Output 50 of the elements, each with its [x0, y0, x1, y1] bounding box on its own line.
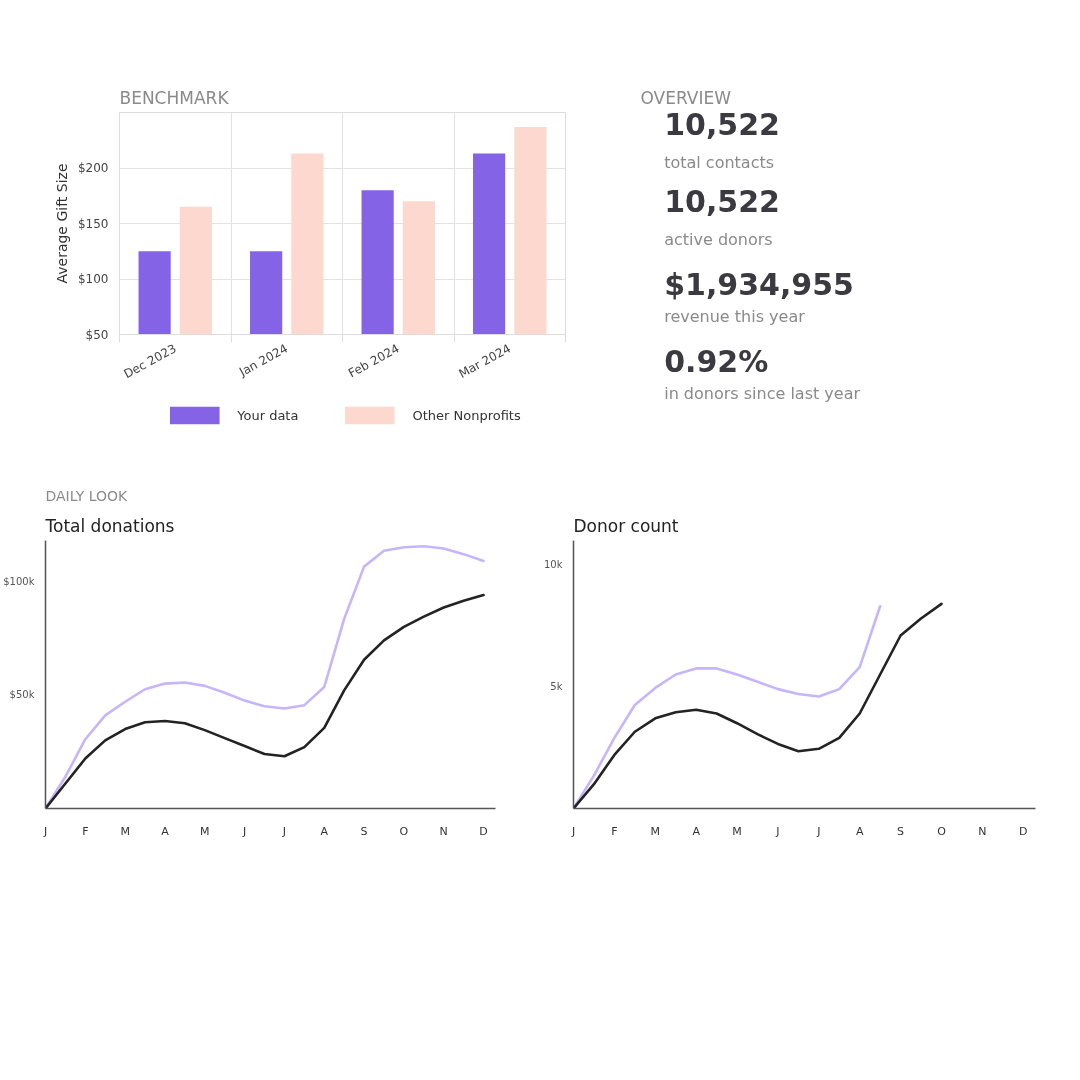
- text: in donors since last year: [664, 383, 861, 403]
- y-tick-label: 10k: [543, 559, 563, 571]
- x-tick-label: M: [200, 824, 210, 838]
- y-tick-label: $200: [77, 161, 109, 175]
- x-tick-label: A: [692, 824, 701, 838]
- x-tick-label: N: [978, 824, 987, 838]
- text: revenue this year: [664, 306, 806, 326]
- text: OVERVIEW: [640, 87, 732, 108]
- chart-title: BENCHMARK: [119, 87, 230, 108]
- x-tick-label: A: [320, 824, 329, 838]
- x-tick-label: J: [241, 824, 247, 838]
- x-tick-label: M: [732, 824, 742, 838]
- text: total contacts: [664, 152, 775, 172]
- x-tick-label: M: [120, 824, 130, 838]
- line-series: [573, 602, 943, 809]
- x-tick-label: F: [611, 824, 618, 838]
- x-tick-label: A: [161, 824, 170, 838]
- x-tick-label: D: [1019, 824, 1028, 838]
- x-tick-label: S: [897, 824, 905, 838]
- text: 10,522: [664, 183, 780, 219]
- x-tick-label: S: [360, 824, 368, 838]
- text: 10,522: [664, 106, 780, 142]
- y-tick-label: $50k: [9, 689, 35, 701]
- x-tick-label: N: [439, 824, 448, 838]
- y-tick-label: $150: [77, 216, 109, 231]
- chart-title: Donor count: [573, 515, 679, 536]
- y-tick-label: $50: [85, 327, 109, 342]
- x-tick-label: J: [281, 824, 287, 838]
- x-tick-label: J: [775, 824, 780, 838]
- y-tick-label: $100k: [3, 575, 35, 587]
- x-tick-label: F: [82, 824, 89, 838]
- x-tick-label: O: [937, 824, 947, 838]
- line-series: [45, 593, 485, 809]
- x-tick-label: D: [479, 824, 488, 838]
- x-tick-label: J: [42, 824, 48, 838]
- x-tick-label: M: [650, 824, 661, 838]
- x-tick-label: J: [570, 824, 576, 838]
- chart-title: Total donations: [44, 515, 175, 536]
- y-tick-label: 5k: [550, 681, 563, 693]
- text: 0.92%: [664, 343, 769, 379]
- text: $1,934,955: [664, 266, 854, 302]
- legend-label: Your data: [237, 407, 299, 423]
- text: active donors: [664, 229, 773, 249]
- x-tick-label: J: [816, 824, 821, 838]
- x-tick-label: A: [855, 824, 864, 838]
- text: DAILY LOOK: [45, 487, 129, 504]
- y-axis-title: Average Gift Size: [53, 163, 70, 284]
- x-tick-label: O: [399, 824, 409, 838]
- legend-label: Other Nonprofits: [412, 407, 521, 423]
- y-tick-label: $100: [77, 272, 109, 286]
